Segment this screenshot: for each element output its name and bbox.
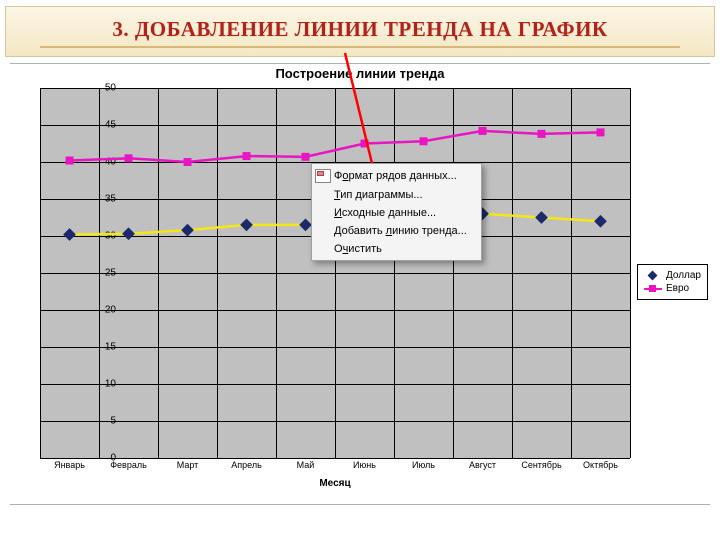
legend-label: Доллар (666, 270, 701, 281)
slide-title: 3. ДОБАВЛЕНИЕ ЛИНИИ ТРЕНДА НА ГРАФИК (10, 17, 710, 42)
marker-Доллар[interactable] (536, 212, 547, 223)
marker-Доллар[interactable] (64, 229, 75, 240)
menu-item-3[interactable]: Добавить линию тренда... (312, 222, 481, 240)
menu-item-2[interactable]: Исходные данные... (312, 204, 481, 222)
marker-Евро[interactable] (597, 129, 604, 136)
marker-Доллар[interactable] (300, 219, 311, 230)
legend-item-Евро[interactable]: Евро (644, 282, 701, 295)
marker-Доллар[interactable] (123, 228, 134, 239)
marker-Евро[interactable] (420, 138, 427, 145)
marker-Евро[interactable] (243, 153, 250, 160)
x-tick-label: Октябрь (583, 460, 618, 470)
x-tick-label: Июнь (353, 460, 376, 470)
plot-svg (40, 88, 630, 458)
marker-Доллар[interactable] (595, 216, 606, 227)
slide-title-bar: 3. ДОБАВЛЕНИЕ ЛИНИИ ТРЕНДА НА ГРАФИК (5, 6, 715, 57)
context-menu[interactable]: Формат рядов данных... Тип диаграммы... Ис… (311, 163, 482, 261)
series-line-Евро[interactable] (70, 131, 601, 162)
x-tick-label: Апрель (231, 460, 262, 470)
marker-Евро[interactable] (184, 159, 191, 166)
x-tick-label: Сентябрь (521, 460, 561, 470)
marker-Евро[interactable] (125, 155, 132, 162)
marker-Доллар[interactable] (241, 219, 252, 230)
menu-item-label: Исходные данные... (334, 207, 436, 219)
chart-container: Построение линии тренда Месяц Доллар Евро… (10, 63, 710, 505)
legend-marker (644, 284, 662, 294)
marker-Евро[interactable] (302, 153, 309, 160)
x-axis-label: Месяц (10, 478, 660, 489)
menu-item-label: Формат рядов данных... (334, 170, 457, 182)
x-tick-label: Март (177, 460, 199, 470)
legend-label: Евро (666, 283, 689, 294)
menu-item-1[interactable]: Тип диаграммы... (312, 186, 481, 204)
gridline-h (40, 458, 630, 459)
menu-item-label: Очистить (334, 243, 382, 255)
marker-Евро[interactable] (361, 140, 368, 147)
gridline-v (630, 88, 631, 458)
x-tick-label: Февраль (110, 460, 147, 470)
legend: Доллар Евро (637, 264, 708, 300)
x-tick-label: Июль (412, 460, 435, 470)
marker-Евро[interactable] (66, 157, 73, 164)
x-tick-label: Август (469, 460, 496, 470)
menu-item-0[interactable]: Формат рядов данных... (312, 166, 481, 186)
slide-title-underline (40, 46, 680, 48)
format-icon (312, 169, 334, 183)
legend-item-Доллар[interactable]: Доллар (644, 269, 701, 282)
marker-Евро[interactable] (538, 130, 545, 137)
chart-title: Построение линии тренда (10, 64, 710, 83)
marker-Евро[interactable] (479, 127, 486, 134)
x-tick-label: Январь (54, 460, 85, 470)
menu-item-label: Тип диаграммы... (334, 189, 423, 201)
legend-marker (644, 271, 662, 281)
menu-item-4[interactable]: Очистить (312, 240, 481, 258)
marker-Доллар[interactable] (182, 224, 193, 235)
plot-area[interactable] (40, 88, 630, 458)
menu-item-label: Добавить линию тренда... (334, 225, 467, 237)
x-tick-label: Май (297, 460, 315, 470)
